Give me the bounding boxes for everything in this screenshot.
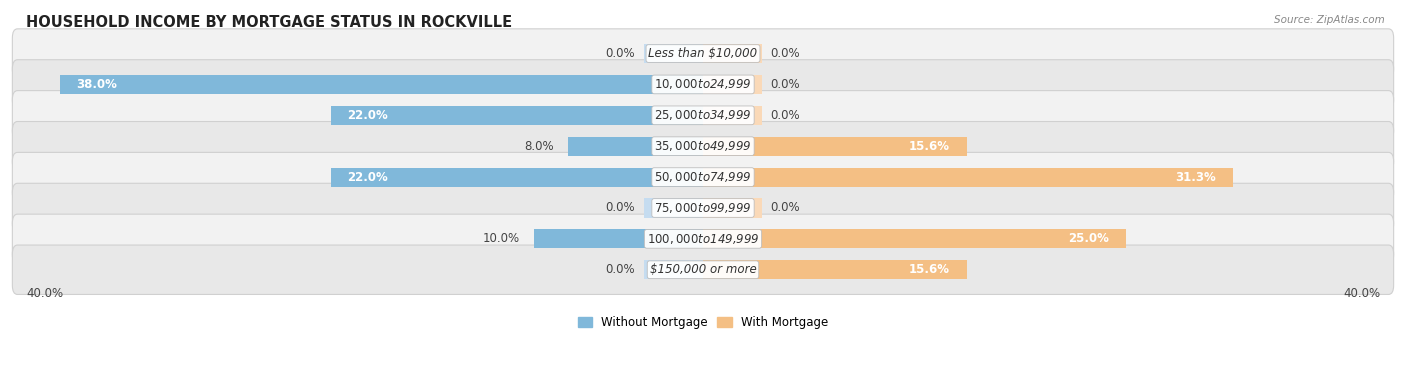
Bar xyxy=(703,198,762,218)
Bar xyxy=(703,136,967,156)
Text: Less than $10,000: Less than $10,000 xyxy=(648,47,758,60)
Bar xyxy=(59,75,703,94)
Bar xyxy=(703,44,762,63)
Text: 0.0%: 0.0% xyxy=(770,78,800,91)
Bar xyxy=(644,44,703,63)
Text: 0.0%: 0.0% xyxy=(606,47,636,60)
Text: 22.0%: 22.0% xyxy=(347,170,388,184)
Bar xyxy=(644,198,703,218)
Bar xyxy=(703,106,762,125)
Text: 31.3%: 31.3% xyxy=(1175,170,1216,184)
Text: $100,000 to $149,999: $100,000 to $149,999 xyxy=(647,232,759,246)
Bar xyxy=(703,167,1233,187)
FancyBboxPatch shape xyxy=(13,90,1393,140)
Text: 40.0%: 40.0% xyxy=(1343,287,1381,300)
Text: 38.0%: 38.0% xyxy=(77,78,118,91)
FancyBboxPatch shape xyxy=(13,60,1393,109)
Legend: Without Mortgage, With Mortgage: Without Mortgage, With Mortgage xyxy=(574,311,832,334)
Bar xyxy=(534,229,703,248)
Bar xyxy=(330,167,703,187)
Bar xyxy=(703,229,1126,248)
Text: Source: ZipAtlas.com: Source: ZipAtlas.com xyxy=(1274,15,1385,25)
FancyBboxPatch shape xyxy=(13,214,1393,264)
FancyBboxPatch shape xyxy=(13,29,1393,78)
Bar xyxy=(330,106,703,125)
Text: 0.0%: 0.0% xyxy=(770,47,800,60)
FancyBboxPatch shape xyxy=(13,121,1393,171)
Bar xyxy=(568,136,703,156)
Text: $35,000 to $49,999: $35,000 to $49,999 xyxy=(654,139,752,153)
Bar xyxy=(703,75,762,94)
Text: $50,000 to $74,999: $50,000 to $74,999 xyxy=(654,170,752,184)
Text: $75,000 to $99,999: $75,000 to $99,999 xyxy=(654,201,752,215)
Text: 0.0%: 0.0% xyxy=(606,201,636,215)
Text: HOUSEHOLD INCOME BY MORTGAGE STATUS IN ROCKVILLE: HOUSEHOLD INCOME BY MORTGAGE STATUS IN R… xyxy=(25,15,512,30)
Text: 15.6%: 15.6% xyxy=(910,140,950,153)
Text: 8.0%: 8.0% xyxy=(524,140,554,153)
Text: 0.0%: 0.0% xyxy=(770,201,800,215)
Text: 40.0%: 40.0% xyxy=(25,287,63,300)
FancyBboxPatch shape xyxy=(13,245,1393,294)
FancyBboxPatch shape xyxy=(13,183,1393,233)
Text: 0.0%: 0.0% xyxy=(606,263,636,276)
Text: 15.6%: 15.6% xyxy=(910,263,950,276)
Text: 0.0%: 0.0% xyxy=(770,109,800,122)
Bar xyxy=(644,260,703,279)
Bar xyxy=(703,260,967,279)
Text: $25,000 to $34,999: $25,000 to $34,999 xyxy=(654,108,752,122)
Text: $10,000 to $24,999: $10,000 to $24,999 xyxy=(654,77,752,92)
Text: 10.0%: 10.0% xyxy=(484,232,520,245)
Text: 22.0%: 22.0% xyxy=(347,109,388,122)
Text: 25.0%: 25.0% xyxy=(1069,232,1109,245)
FancyBboxPatch shape xyxy=(13,152,1393,202)
Text: $150,000 or more: $150,000 or more xyxy=(650,263,756,276)
